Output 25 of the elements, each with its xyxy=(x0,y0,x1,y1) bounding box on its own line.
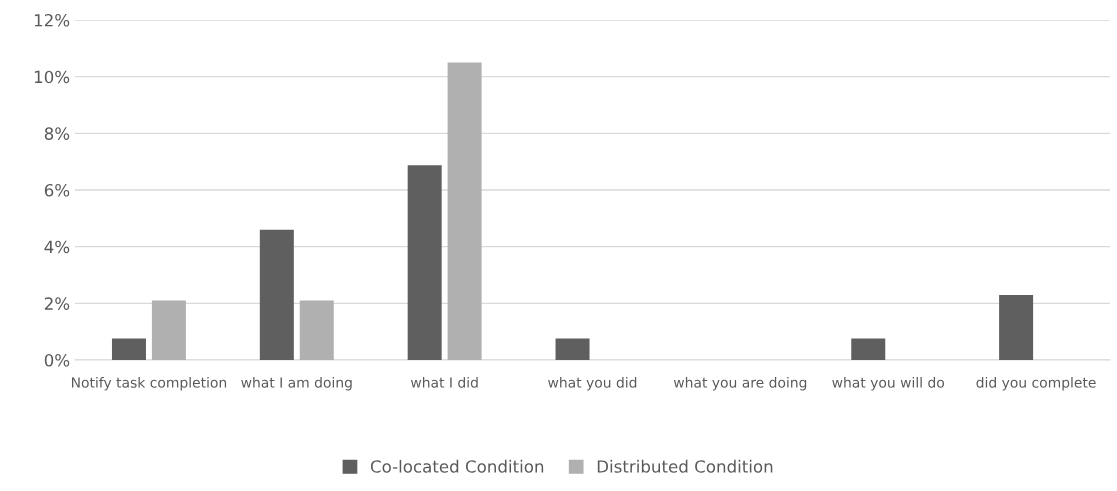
bar xyxy=(259,229,294,360)
x-tick-label: did you complete xyxy=(976,377,1096,391)
bar xyxy=(111,338,146,360)
bar xyxy=(447,62,482,360)
x-tick-label: what you will do xyxy=(832,377,945,391)
bar xyxy=(151,300,186,360)
bar xyxy=(851,338,886,360)
legend-label: Distributed Condition xyxy=(597,459,773,473)
x-tick-label: what I am doing xyxy=(241,377,352,391)
y-tick-label: 0% xyxy=(44,353,70,367)
x-tick-label: what I did xyxy=(410,377,478,388)
y-tick-label: 8% xyxy=(44,127,70,140)
bar xyxy=(299,300,334,360)
legend-label: Co-located Condition xyxy=(370,459,544,473)
y-tick-label: 6% xyxy=(44,183,70,197)
x-tick-label: what you are doing xyxy=(673,377,807,391)
x-tick-label: what you did xyxy=(548,377,637,391)
bar xyxy=(999,295,1034,360)
y-tick-label: 4% xyxy=(44,240,70,254)
y-tick-label: 10% xyxy=(34,70,70,84)
y-tick-label: 12% xyxy=(34,13,70,27)
y-tick-label: 2% xyxy=(44,297,70,310)
bar xyxy=(555,338,590,360)
bar xyxy=(407,165,442,360)
x-tick-label: Notify task completion xyxy=(71,377,227,391)
